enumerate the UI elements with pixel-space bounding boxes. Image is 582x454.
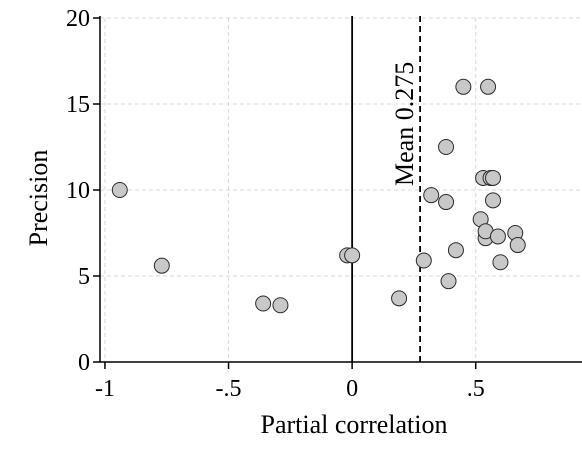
data-point bbox=[440, 273, 457, 290]
x-tick-label: 0 bbox=[346, 376, 358, 402]
x-axis-title: Partial correlation bbox=[261, 410, 448, 439]
data-point bbox=[423, 187, 440, 204]
reference-lines bbox=[351, 16, 421, 362]
grid-lines bbox=[100, 17, 582, 362]
x-tick-label: -.5 bbox=[216, 376, 242, 402]
data-point bbox=[415, 252, 432, 269]
y-tick-label: 20 bbox=[66, 6, 90, 32]
data-point bbox=[509, 237, 526, 254]
data-point bbox=[480, 78, 497, 95]
y-tick-label: 10 bbox=[66, 178, 90, 204]
data-points bbox=[111, 78, 526, 314]
data-point bbox=[455, 78, 472, 95]
data-point bbox=[485, 169, 502, 186]
y-tick-label: 0 bbox=[78, 350, 90, 376]
data-point bbox=[438, 139, 455, 155]
y-tick-label: 5 bbox=[78, 264, 90, 290]
data-point bbox=[344, 247, 361, 264]
data-point bbox=[492, 254, 509, 271]
data-point bbox=[489, 228, 506, 245]
data-point bbox=[153, 257, 170, 274]
data-point bbox=[447, 242, 464, 259]
data-point bbox=[438, 194, 455, 211]
y-tick-label: 15 bbox=[66, 92, 90, 118]
x-tick-label: -1 bbox=[95, 376, 115, 402]
y-axis-title: Precision bbox=[24, 150, 53, 247]
x-tick-label: .5 bbox=[467, 376, 485, 402]
data-point bbox=[391, 290, 408, 307]
axes bbox=[93, 16, 582, 369]
tick-labels: -1 -.5 0 .5 0 5 10 15 20 bbox=[66, 6, 485, 402]
data-point bbox=[485, 192, 502, 209]
data-point bbox=[255, 295, 272, 312]
data-point bbox=[272, 297, 289, 314]
mean-annotation: Mean 0.275 bbox=[390, 62, 419, 186]
data-point bbox=[111, 182, 128, 198]
